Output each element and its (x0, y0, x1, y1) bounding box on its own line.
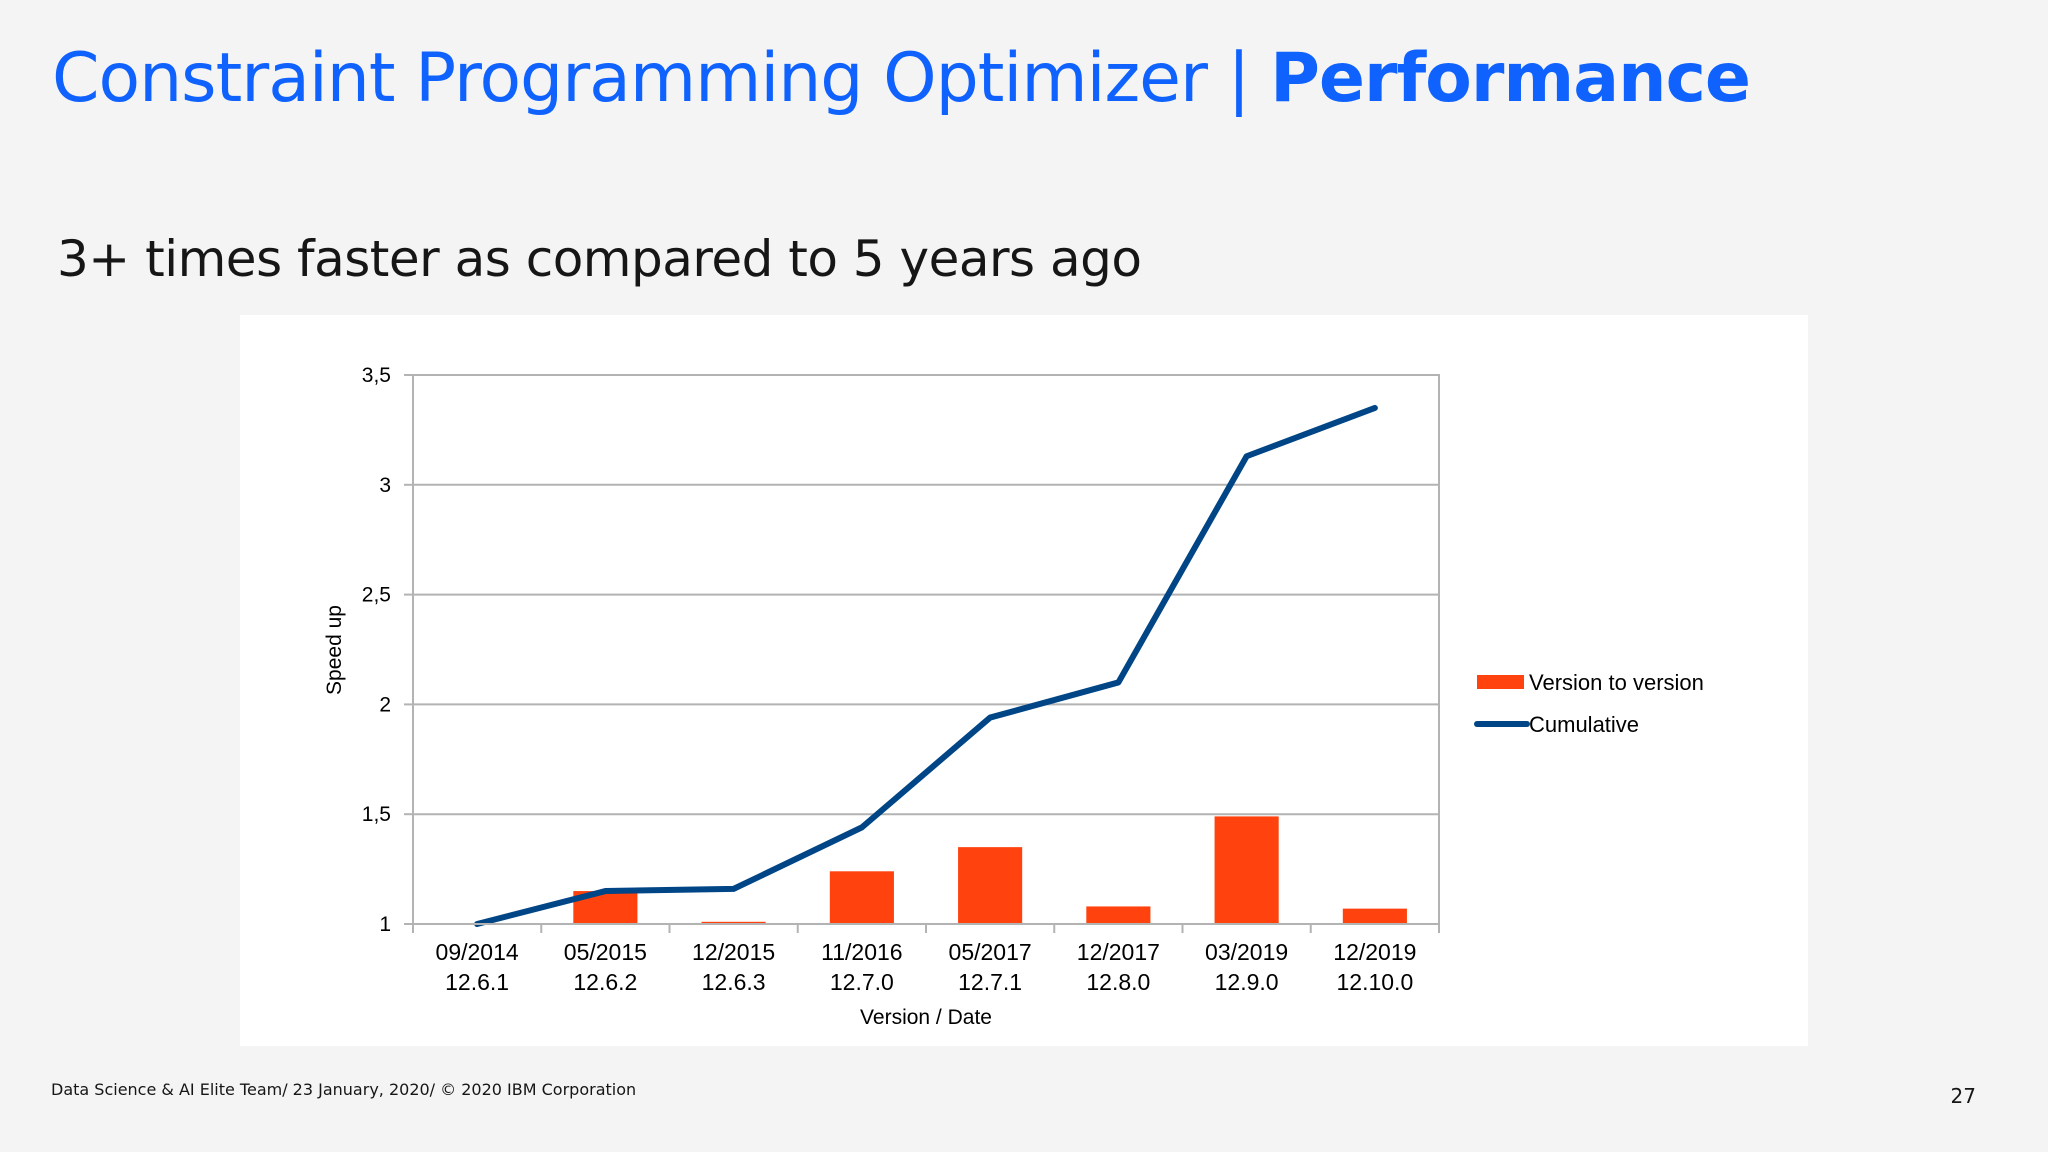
bar-version-to-version (829, 871, 894, 924)
point-cumulative (989, 717, 991, 719)
point-cumulative (733, 888, 735, 890)
x-tick-label-version: 12.6.1 (445, 969, 509, 995)
point-cumulative (1246, 455, 1248, 457)
y-tick-label: 1,5 (362, 803, 391, 826)
x-tick-label-version: 12.7.0 (830, 969, 894, 995)
y-tick-label: 3,5 (362, 364, 391, 387)
plot-border (412, 374, 1440, 925)
bar-version-to-version (1342, 908, 1407, 924)
x-axis-title: Version / Date (860, 1006, 992, 1029)
y-tick-label: 3 (379, 474, 391, 497)
chart-panel: 1 1,5 2 2,5 3 3,5 09/2014 12.6.1 05/2015 12.6.2 12… (240, 315, 1808, 1046)
x-tick-label-date: 12/2017 (1077, 939, 1160, 965)
x-tick-label-date: 05/2017 (949, 939, 1032, 965)
x-tick-label-version: 12.10.0 (1337, 969, 1414, 995)
x-tick-label-version: 12.6.3 (702, 969, 766, 995)
point-cumulative (861, 826, 863, 828)
footer-text: Data Science & AI Elite Team/ 23 January… (51, 1080, 637, 1099)
point-cumulative (604, 890, 606, 892)
bar-version-to-version (1214, 816, 1279, 924)
legend-swatch-version-to-version (1477, 675, 1524, 689)
slide-subtitle: 3+ times faster as compared to 5 years a… (57, 230, 1142, 288)
point-cumulative (1117, 681, 1119, 683)
x-tick-label-date: 09/2014 (436, 939, 519, 965)
x-tick-label-version: 12.9.0 (1215, 969, 1279, 995)
line-cumulative (474, 404, 1378, 927)
title-regular: Constraint Programming Optimizer | (52, 39, 1271, 118)
x-tick-label-version: 12.8.0 (1086, 969, 1150, 995)
y-tick-label: 2 (379, 693, 391, 716)
y-tick-label: 1 (379, 913, 391, 936)
bar-version-to-version (958, 847, 1023, 924)
y-axis-title: Speed up (323, 605, 346, 695)
x-tick-label-date: 03/2019 (1205, 939, 1288, 965)
slide-title: Constraint Programming Optimizer | Perfo… (52, 34, 1751, 124)
page-number: 27 (1950, 1084, 1976, 1108)
legend-label-version-to-version: Version to version (1529, 670, 1704, 695)
x-tick-label-version: 12.6.2 (573, 969, 637, 995)
bar-version-to-version (701, 921, 766, 924)
y-tick-label: 2,5 (362, 584, 391, 607)
x-tick-label-date: 05/2015 (564, 939, 647, 965)
x-tick-label-date: 12/2019 (1333, 939, 1416, 965)
title-bold: Performance (1270, 39, 1751, 118)
bar-version-to-version (1086, 906, 1151, 924)
legend-label-cumulative: Cumulative (1529, 712, 1639, 737)
x-tick-label-version: 12.7.1 (958, 969, 1022, 995)
x-tick-label-date: 11/2016 (821, 939, 902, 965)
speedup-chart: 1 1,5 2 2,5 3 3,5 09/2014 12.6.1 05/2015 12.6.2 12… (323, 364, 1704, 1029)
x-tick-label-date: 12/2015 (692, 939, 775, 965)
point-cumulative (1374, 407, 1376, 409)
